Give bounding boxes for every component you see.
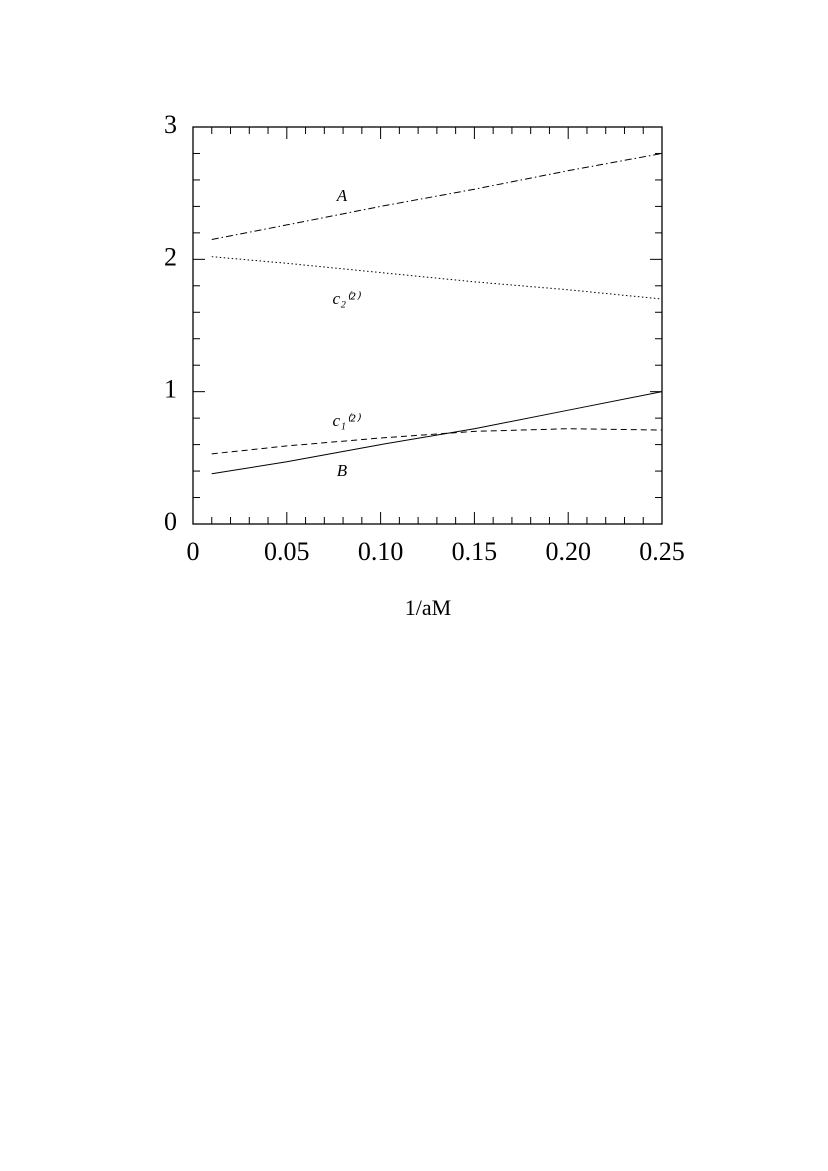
- series-label: B: [337, 461, 348, 480]
- series-line: [211, 428, 663, 455]
- series-label: c₂⁽²⁾: [333, 289, 362, 308]
- series-line: [211, 256, 663, 300]
- y-tick-label: 0: [164, 507, 177, 536]
- series-label: A: [336, 186, 348, 205]
- y-tick-label: 1: [164, 375, 177, 404]
- x-tick-label: 0.05: [264, 537, 310, 566]
- y-tick-label: 3: [164, 110, 177, 139]
- y-tick-label: 2: [164, 242, 177, 271]
- series-line: [211, 152, 663, 240]
- series-label: c₁⁽²⁾: [333, 411, 362, 430]
- x-tick-label: 0: [187, 537, 200, 566]
- plot-frame: [192, 126, 663, 525]
- x-tick-label: 0.10: [358, 537, 404, 566]
- x-axis-label: 1/aM: [405, 595, 451, 620]
- x-tick-label: 0.25: [639, 537, 685, 566]
- series-line: [211, 391, 663, 475]
- x-tick-label: 0.15: [452, 537, 498, 566]
- x-tick-label: 0.20: [545, 537, 591, 566]
